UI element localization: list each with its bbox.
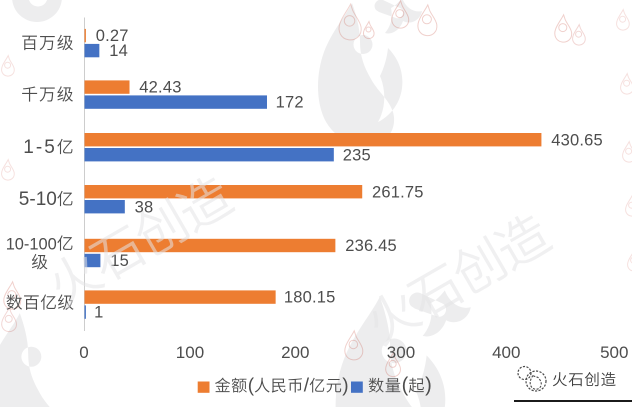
svg-text:400: 400 xyxy=(492,343,520,362)
svg-text:5-10: 5-10 xyxy=(19,189,57,210)
svg-text:1-5: 1-5 xyxy=(23,137,56,158)
svg-text:1: 1 xyxy=(94,304,103,322)
svg-text:172: 172 xyxy=(276,94,304,112)
svg-text:(: ( xyxy=(402,374,409,396)
svg-text:300: 300 xyxy=(387,343,415,362)
svg-text:236.45: 236.45 xyxy=(345,237,397,255)
svg-text:38: 38 xyxy=(135,198,154,216)
svg-text:180.15: 180.15 xyxy=(284,289,336,307)
svg-text:14: 14 xyxy=(109,42,128,60)
svg-text:): ) xyxy=(342,375,348,396)
svg-text:): ) xyxy=(425,374,432,396)
svg-text:500: 500 xyxy=(600,343,628,362)
svg-text:0: 0 xyxy=(79,343,88,362)
svg-text:10-100: 10-100 xyxy=(6,235,57,253)
svg-text:261.75: 261.75 xyxy=(372,183,424,201)
svg-text:0.27: 0.27 xyxy=(96,27,129,45)
svg-text:235: 235 xyxy=(343,146,371,164)
svg-text:200: 200 xyxy=(281,343,309,362)
svg-text:42.43: 42.43 xyxy=(139,79,181,97)
svg-text:430.65: 430.65 xyxy=(551,131,603,149)
svg-text:100: 100 xyxy=(176,343,204,362)
svg-text:15: 15 xyxy=(110,252,129,270)
svg-text:(: ( xyxy=(248,375,255,396)
svg-text:/: / xyxy=(304,375,310,396)
